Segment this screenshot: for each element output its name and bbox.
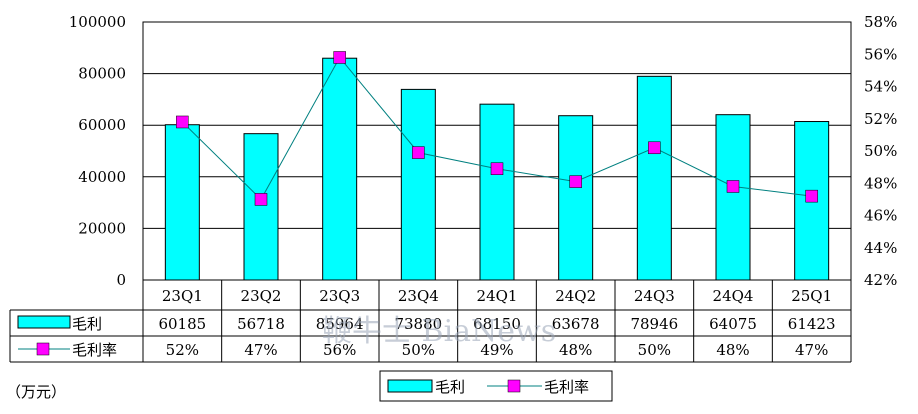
line-group (176, 51, 818, 206)
line-marker (569, 175, 582, 188)
table-cell-line-value: 47% (795, 341, 828, 359)
y-left-tick-label: 20000 (78, 219, 126, 237)
row-key-marker (36, 342, 50, 356)
x-tick-label: 24Q2 (555, 287, 596, 305)
legend-key-marker (507, 379, 521, 393)
line-marker (176, 115, 189, 129)
axes-group: 0 20000 40000 60000 80000 100000 42% 44% 46% 48% 5… (69, 13, 898, 289)
unit-label: （万元） (6, 383, 66, 401)
x-tick-label: 23Q1 (162, 287, 203, 305)
table-cell-line-value: 48% (559, 341, 592, 359)
table-cell-line-value: 47% (244, 341, 277, 359)
legend: 毛利 毛利率 (379, 370, 613, 402)
x-tick-label: 23Q2 (241, 287, 282, 305)
table-cell-bar-value: 78946 (630, 315, 678, 333)
bar (636, 75, 672, 281)
line-marker (490, 162, 504, 175)
x-tick-label: 24Q1 (477, 287, 518, 305)
table-cell-bar-value: 73880 (394, 315, 442, 333)
y-right-tick-label: 48% (864, 174, 897, 192)
y-left-tick-label: 0 (116, 271, 126, 289)
row-key-bar (17, 315, 71, 329)
line-marker (254, 193, 268, 206)
y-right-tick-label: 46% (864, 207, 897, 225)
line-marker (648, 141, 661, 155)
bar (558, 115, 594, 281)
table-cell-line-value: 50% (402, 341, 435, 359)
y-right-tick-label: 50% (864, 142, 897, 160)
row-header-bar: 毛利 (72, 315, 102, 333)
bars-group (164, 57, 830, 281)
bar (322, 57, 358, 281)
y-left-tick-label: 100000 (69, 13, 126, 31)
bar (164, 124, 200, 281)
y-right-tick-label: 52% (864, 110, 897, 128)
table-cell-line-value: 52% (166, 341, 199, 359)
row-header-line: 毛利率 (72, 341, 117, 359)
bar (243, 133, 279, 281)
plot-frame (142, 21, 852, 281)
table-cell-bar-value: 63678 (552, 315, 600, 333)
y-left-tick-label: 40000 (78, 168, 126, 186)
y-right-tick-label: 44% (864, 239, 897, 257)
bar (715, 114, 751, 281)
y-right-tick-label: 42% (864, 271, 897, 289)
x-tick-label: 24Q4 (713, 287, 754, 305)
line-marker (805, 189, 818, 203)
legend-label-bar: 毛利 (435, 378, 465, 396)
line-marker (726, 180, 740, 193)
y-right-tick-label: 58% (864, 13, 897, 31)
x-tick-label: 23Q3 (319, 287, 360, 305)
y-right-tick-label: 54% (864, 78, 897, 96)
table-cell-bar-value: 60185 (158, 315, 206, 333)
x-tick-label: 25Q1 (791, 287, 832, 305)
table-cell-bar-value: 85964 (316, 315, 364, 333)
table-cell-line-value: 49% (480, 341, 513, 359)
legend-label-line: 毛利率 (544, 378, 589, 396)
y-left-tick-label: 60000 (78, 116, 126, 134)
table-cell-line-value: 56% (323, 341, 356, 359)
table-cell-bar-value: 68150 (473, 315, 521, 333)
y-left-tick-label: 80000 (78, 65, 126, 83)
bar (400, 88, 436, 281)
bar (479, 103, 515, 281)
data-table: 23Q1 60185 52% 23Q2 56718 47% 23Q3 85964 56% 23Q4… (9, 280, 852, 363)
line-marker (333, 51, 346, 64)
table-cell-line-value: 48% (716, 341, 749, 359)
table-cell-line-value: 50% (638, 341, 671, 359)
table-cell-bar-value: 56718 (237, 315, 285, 333)
y-right-tick-label: 56% (864, 45, 897, 63)
legend-key-bar (387, 379, 433, 393)
watermark: 鞭牛士 BiaNews (322, 314, 556, 349)
x-tick-label: 23Q4 (398, 287, 439, 305)
table-cell-bar-value: 64075 (709, 315, 757, 333)
x-tick-label: 24Q3 (634, 287, 675, 305)
table-cell-bar-value: 61423 (788, 315, 836, 333)
line-marker (412, 146, 425, 159)
